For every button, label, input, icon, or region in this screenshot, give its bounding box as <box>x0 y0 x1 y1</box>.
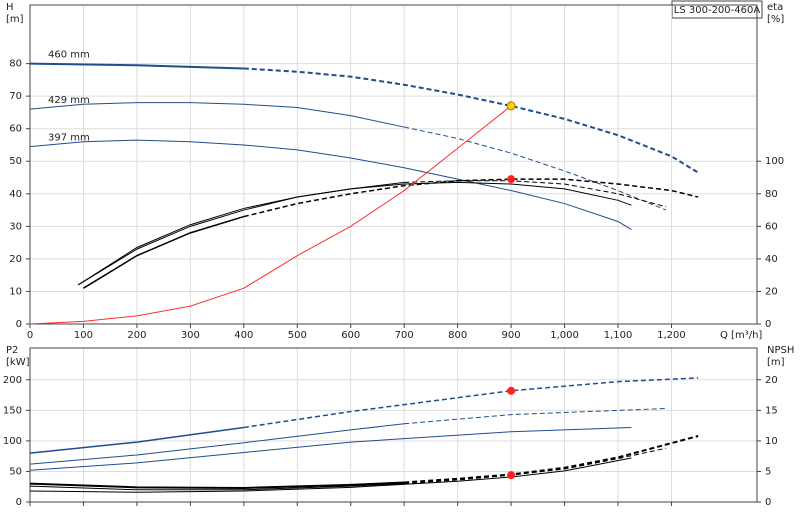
y2-axis-label: [m] <box>767 357 785 368</box>
curve <box>29 423 405 465</box>
y-tick-label: 0 <box>16 497 22 508</box>
y2-axis-label: NPSH <box>767 345 794 356</box>
y-tick-label: 70 <box>9 91 22 102</box>
y-tick-label: 50 <box>9 156 22 167</box>
x-tick-label: 900 <box>502 330 521 341</box>
duty-point <box>507 386 516 395</box>
plot-frame <box>29 4 758 325</box>
y-tick-label: 60 <box>9 124 22 135</box>
x-tick-label: 800 <box>448 330 467 341</box>
y-tick-label: 40 <box>9 189 22 200</box>
x-tick-label: 400 <box>234 330 253 341</box>
y-axis-label: [kW] <box>6 357 30 368</box>
curve <box>29 426 244 454</box>
curve-label: 397 mm <box>48 133 90 144</box>
y-tick-label: 0 <box>16 319 22 330</box>
y2-tick-label: 0 <box>765 319 771 330</box>
y-axis-label: [m] <box>6 14 24 25</box>
curve <box>404 447 667 485</box>
curve <box>29 481 405 489</box>
x-tick-label: 600 <box>341 330 360 341</box>
y-tick-label: 100 <box>3 436 22 447</box>
y-axis-label: P2 <box>6 345 18 356</box>
y-tick-label: 10 <box>9 286 22 297</box>
y-tick-label: 20 <box>9 254 22 265</box>
curve <box>29 139 632 231</box>
curve <box>404 435 699 484</box>
y2-axis-label: eta <box>767 2 783 13</box>
curve <box>404 408 667 425</box>
y2-tick-label: 20 <box>765 375 778 386</box>
x-tick-label: 700 <box>395 330 414 341</box>
curve <box>243 377 699 429</box>
curve <box>29 62 244 70</box>
curve <box>29 457 632 493</box>
x-tick-label: 1,200 <box>657 330 686 341</box>
curve <box>29 426 632 471</box>
duty-point <box>507 471 516 480</box>
y-tick-label: 80 <box>9 59 22 70</box>
y-tick-label: 150 <box>3 405 22 416</box>
curve <box>77 181 405 286</box>
y-axis-label: H <box>6 2 14 13</box>
y-tick-label: 50 <box>9 466 22 477</box>
y2-tick-label: 100 <box>765 156 784 167</box>
curve <box>404 180 667 208</box>
y2-axis-label: [%] <box>767 14 784 25</box>
x-tick-label: 1,000 <box>550 330 579 341</box>
y2-tick-label: 20 <box>765 286 778 297</box>
y2-tick-label: 10 <box>765 436 778 447</box>
curve <box>77 181 632 286</box>
plot-frame <box>29 347 758 503</box>
x-tick-label: 200 <box>127 330 146 341</box>
y2-tick-label: 0 <box>765 497 771 508</box>
y-tick-label: 30 <box>9 221 22 232</box>
curve-label: 429 mm <box>48 95 90 106</box>
curve <box>29 483 405 491</box>
y2-tick-label: 15 <box>765 405 778 416</box>
curve <box>404 126 667 211</box>
y2-tick-label: 80 <box>765 189 778 200</box>
x-tick-label: 0 <box>27 330 33 341</box>
curve <box>29 105 512 325</box>
x-tick-label: 500 <box>288 330 307 341</box>
y2-tick-label: 5 <box>765 466 771 477</box>
duty-point <box>506 101 516 111</box>
y-tick-label: 200 <box>3 375 22 386</box>
x-axis-label: Q [m³/h] <box>720 330 762 341</box>
curve <box>83 215 245 289</box>
curve-label: 460 mm <box>48 50 90 61</box>
curve <box>243 178 699 218</box>
y2-tick-label: 40 <box>765 254 778 265</box>
chart-title: LS 300-200-460A <box>674 5 761 16</box>
x-tick-label: 1,100 <box>604 330 633 341</box>
curve <box>29 102 405 128</box>
duty-point <box>507 175 516 184</box>
x-tick-label: 100 <box>74 330 93 341</box>
curve <box>243 67 699 174</box>
y2-tick-label: 60 <box>765 221 778 232</box>
x-tick-label: 300 <box>181 330 200 341</box>
